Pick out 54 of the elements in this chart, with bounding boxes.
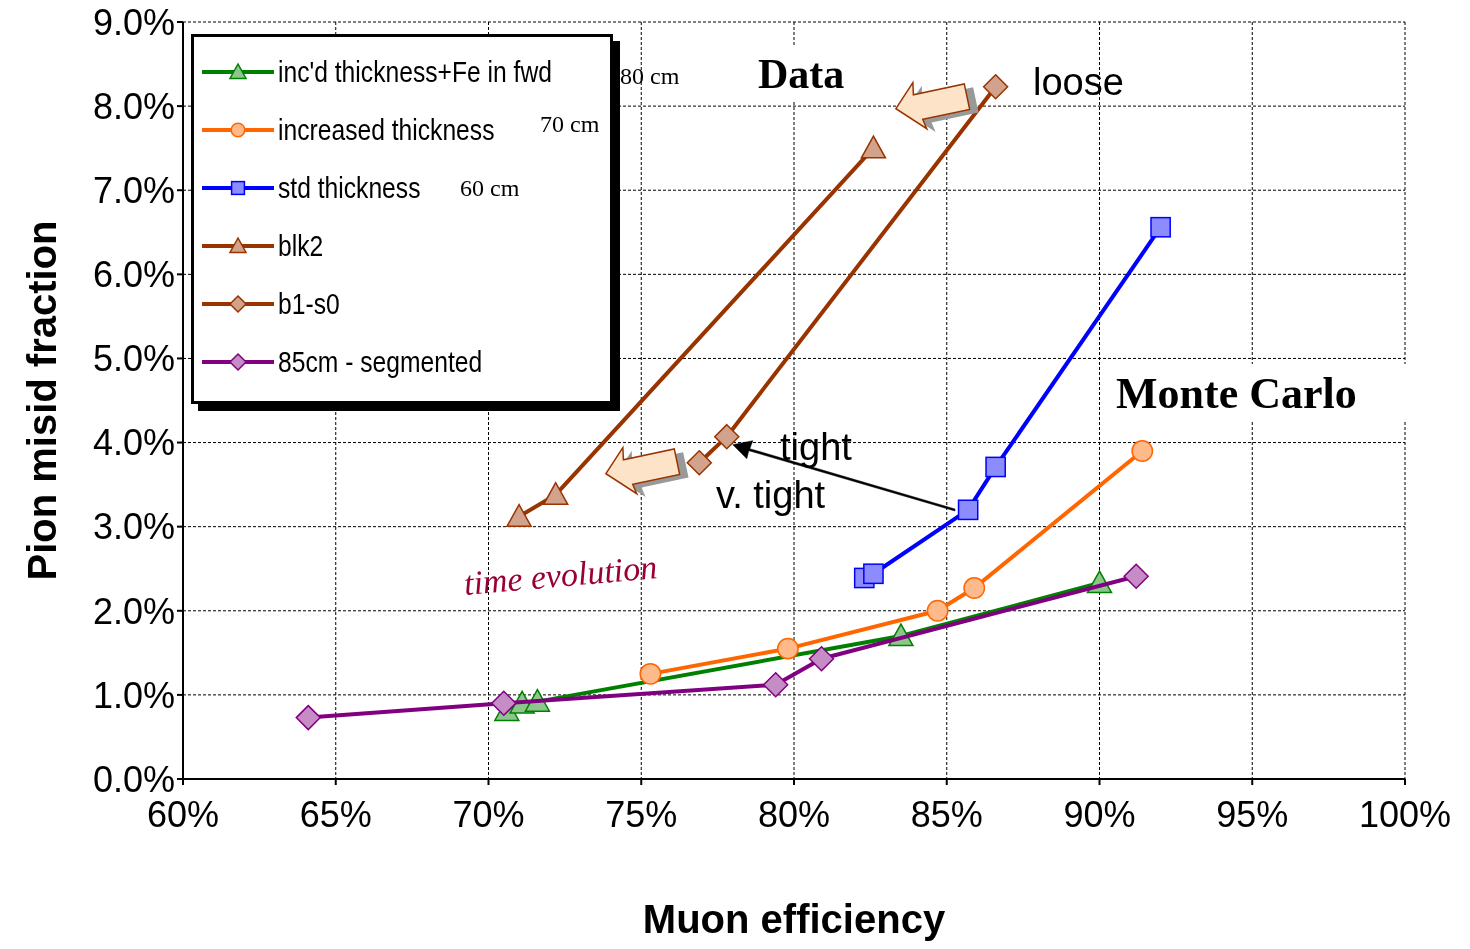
point <box>491 690 517 717</box>
y-tick-label: 3.0% <box>92 506 175 548</box>
annotation: Data <box>758 51 845 97</box>
point <box>776 637 799 660</box>
y-tick-label: 2.0% <box>92 590 175 632</box>
point <box>1123 563 1149 590</box>
y-tick-label: 9.0% <box>92 1 175 43</box>
x-tick-label: 90% <box>1063 793 1136 835</box>
annotation: 80 cm <box>620 63 680 89</box>
x-tick-label: 80% <box>757 793 831 835</box>
x-tick-label: 100% <box>1358 793 1452 835</box>
point <box>1131 440 1154 462</box>
point <box>963 577 986 600</box>
point <box>1150 216 1171 238</box>
point <box>542 481 569 506</box>
x-tick-label: 70% <box>452 793 525 835</box>
point <box>686 449 713 476</box>
annotation: loose <box>1033 61 1124 103</box>
y-tick-label: 7.0% <box>92 170 175 211</box>
point <box>714 423 740 450</box>
x-tick-label: 95% <box>1216 793 1289 835</box>
x-tick-label: 65% <box>299 793 372 835</box>
point <box>863 563 884 585</box>
annotation: v. tight <box>716 474 826 516</box>
point <box>860 135 887 159</box>
point <box>926 599 949 622</box>
y-axis-title: Pion misid fraction <box>20 220 65 581</box>
point <box>506 503 532 527</box>
legend-label: blk2 <box>278 229 324 263</box>
legend-label: b1-s0 <box>278 287 340 321</box>
x-tick-label: 75% <box>605 793 678 835</box>
y-tick-label: 4.0% <box>92 422 175 464</box>
y-tick-label: 5.0% <box>92 338 175 380</box>
y-tick-label: 6.0% <box>92 254 175 296</box>
legend-label: inc'd thickness+Fe in fwd <box>278 55 552 89</box>
annotation: 60 cm <box>460 175 520 201</box>
x-tick-label: 85% <box>910 793 983 835</box>
point <box>957 499 979 521</box>
legend-label: 85cm - segmented <box>278 345 483 379</box>
legend-label: std thickness <box>278 171 421 205</box>
annotation: time evolution <box>462 548 659 602</box>
legend-label: increased thickness <box>278 113 495 147</box>
annotation: 70 cm <box>540 111 600 137</box>
point <box>762 672 789 698</box>
point <box>808 645 835 672</box>
annotation: Monte Carlo <box>1116 369 1357 418</box>
point <box>639 662 662 685</box>
y-tick-label: 1.0% <box>92 674 175 716</box>
point <box>295 704 322 731</box>
y-tick-label: 8.0% <box>92 85 175 127</box>
point <box>985 456 1006 478</box>
point <box>982 74 1009 100</box>
x-axis-title: Muon efficiency <box>642 897 946 941</box>
annotation: tight <box>780 426 853 468</box>
